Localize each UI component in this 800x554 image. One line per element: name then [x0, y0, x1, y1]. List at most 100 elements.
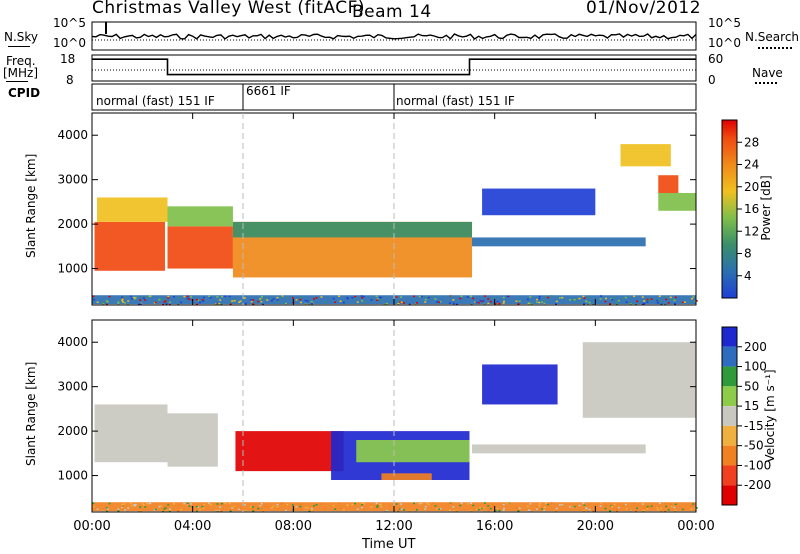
noise-speck	[304, 510, 307, 513]
noise-speck	[628, 302, 630, 304]
noise-speck	[646, 301, 649, 303]
noise-speck	[102, 301, 105, 304]
velocity-ytick-label: 1000	[57, 469, 88, 483]
noise-speck	[535, 508, 538, 510]
xtick-label: 12:00	[375, 519, 412, 534]
noise-speck	[450, 295, 453, 298]
noise-speck	[229, 303, 232, 305]
power-ytick-label: 4000	[57, 128, 88, 142]
noise-speck	[311, 509, 314, 512]
noise-speck	[106, 301, 109, 303]
noise-speck	[332, 297, 335, 300]
noise-speck	[460, 295, 463, 297]
noise-speck	[683, 301, 686, 303]
noise-speck	[609, 303, 611, 305]
noise-speck	[123, 302, 126, 304]
noise-speck	[276, 299, 279, 301]
noise-speck	[209, 504, 212, 506]
noise-speck	[270, 507, 273, 509]
noise-speck	[203, 503, 206, 506]
noise-speck	[624, 296, 627, 299]
noise-speck	[650, 298, 653, 300]
cpid-mode-boundaries	[242, 84, 395, 110]
noise-speck	[609, 510, 611, 512]
noise-speck	[291, 504, 294, 506]
noise-speck	[160, 298, 162, 300]
noise-speck	[102, 510, 105, 512]
noise-speck	[611, 505, 614, 508]
noise-speck	[658, 295, 661, 297]
noise-speck	[220, 510, 223, 513]
noise-speck	[397, 302, 400, 305]
noise-speck	[117, 303, 120, 305]
noise-speck	[123, 509, 126, 511]
noise-speck	[219, 299, 222, 301]
noise-speck	[197, 506, 200, 508]
noise-speck	[177, 510, 180, 512]
noise-speck	[470, 295, 472, 297]
noise-speck	[214, 303, 217, 305]
noise-speck	[536, 505, 539, 508]
noise-speck	[195, 505, 198, 508]
noise-speck	[260, 507, 263, 510]
noise-speck	[121, 503, 124, 506]
noise-speck	[400, 296, 403, 298]
noise-speck	[439, 300, 442, 303]
noise-speck	[494, 302, 497, 305]
xtick-label: 20:00	[577, 519, 614, 534]
noise-speck	[252, 506, 255, 508]
noise-speck	[158, 505, 161, 508]
noise-speck	[183, 502, 186, 505]
noise-speck	[538, 301, 541, 304]
noise-speck	[228, 502, 231, 505]
noise-speck	[474, 508, 477, 510]
noise-speck	[646, 505, 649, 508]
noise-speck	[146, 295, 148, 298]
noise-speck	[129, 295, 132, 298]
noise-speck	[460, 502, 463, 504]
nsky-tick-top: 10^5	[53, 16, 86, 30]
noise-speck	[416, 509, 418, 511]
freq-step-line	[92, 58, 696, 76]
noise-speck	[199, 508, 202, 511]
noise-speck	[276, 506, 279, 508]
noise-speck	[126, 510, 129, 513]
noise-speck	[643, 300, 646, 302]
noise-speck	[216, 302, 219, 305]
noise-speck	[308, 510, 311, 513]
noise-speck	[259, 505, 262, 507]
noise-speck	[657, 298, 660, 301]
noise-speck	[121, 506, 124, 509]
noise-speck	[448, 509, 451, 511]
noise-speck	[477, 509, 480, 511]
noise-speck	[230, 508, 233, 511]
noise-speck	[195, 510, 198, 513]
power-cb-label: 28	[744, 135, 759, 149]
noise-speck	[611, 298, 614, 301]
noise-speck	[306, 507, 309, 509]
noise-speck	[266, 299, 269, 301]
noise-speck	[583, 297, 586, 299]
noise-speck	[578, 297, 581, 300]
noise-speck	[376, 299, 379, 301]
noise-speck	[313, 505, 315, 507]
noise-speck	[503, 507, 505, 510]
noise-speck	[426, 502, 429, 505]
noise-speck	[300, 296, 303, 299]
noise-speck	[233, 300, 236, 302]
noise-speck	[218, 509, 221, 512]
noise-speck	[434, 505, 437, 507]
noise-speck	[332, 504, 335, 507]
noise-speck	[583, 303, 585, 305]
noise-speck	[489, 507, 492, 510]
noise-speck	[216, 509, 219, 512]
noise-speck	[342, 301, 345, 304]
noise-speck	[108, 295, 111, 298]
noise-speck	[613, 296, 616, 299]
noise-speck	[690, 301, 693, 304]
noise-speck	[320, 503, 323, 505]
power-ytick-label: 2000	[57, 217, 88, 231]
noise-speck	[641, 503, 644, 505]
noise-speck	[203, 296, 206, 299]
noise-speck	[244, 509, 247, 512]
